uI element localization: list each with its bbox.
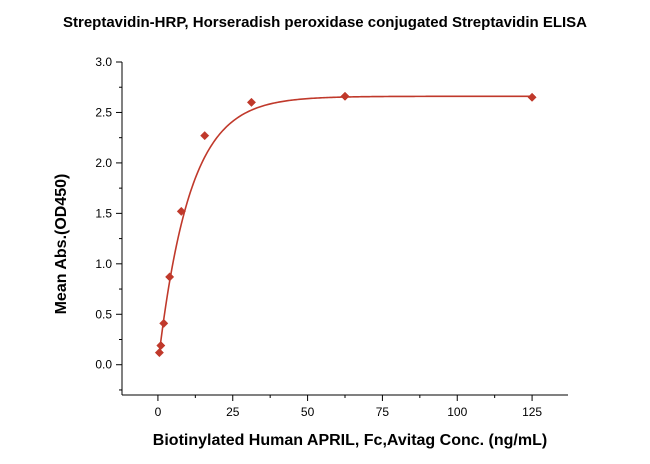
y-tick-label: 0.0 bbox=[95, 358, 112, 372]
data-point bbox=[159, 318, 169, 328]
data-point bbox=[156, 341, 166, 351]
data-point bbox=[340, 91, 350, 101]
x-tick-label: 75 bbox=[376, 405, 390, 419]
data-points-layer bbox=[154, 91, 537, 358]
x-tick-label: 125 bbox=[522, 405, 542, 419]
y-axis-label: Mean Abs.(OD450) bbox=[53, 173, 70, 315]
axes: 0.0 0.5 1.0 1.5 2.0 2.5 3.0 0 25 50 75 100 125 bbox=[95, 55, 568, 419]
y-tick-label: 1.0 bbox=[95, 257, 112, 271]
data-point bbox=[527, 92, 537, 102]
x-tick-label: 0 bbox=[155, 405, 162, 419]
y-tick-label: 1.5 bbox=[95, 206, 112, 220]
chart-title: Streptavidin-HRP, Horseradish peroxidase… bbox=[62, 14, 587, 31]
y-tick-label: 3.0 bbox=[95, 55, 112, 69]
fit-curve-layer bbox=[158, 95, 533, 353]
data-point bbox=[246, 97, 257, 107]
y-tick-label: 0.5 bbox=[95, 307, 112, 321]
x-axis-label: Biotinylated Human APRIL, Fc,Avitag Conc… bbox=[152, 432, 548, 449]
data-point bbox=[165, 272, 175, 282]
y-tick-label: 2.0 bbox=[95, 156, 112, 170]
y-tick-label: 2.5 bbox=[95, 105, 112, 119]
x-tick-label: 50 bbox=[301, 405, 315, 419]
x-tick-label: 25 bbox=[226, 405, 240, 419]
data-point bbox=[176, 206, 186, 216]
fit-curve bbox=[158, 95, 533, 353]
x-tick-label: 100 bbox=[447, 405, 467, 419]
data-point bbox=[200, 131, 210, 141]
data-point bbox=[154, 348, 164, 358]
